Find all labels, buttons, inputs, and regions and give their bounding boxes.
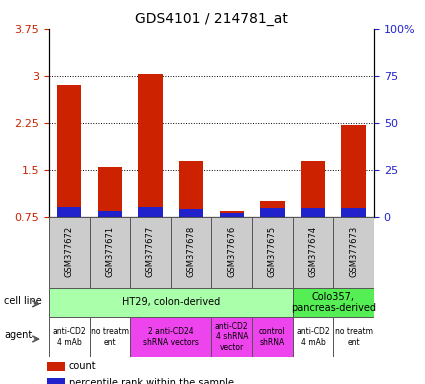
Bar — [57, 207, 81, 217]
Text: GSM377677: GSM377677 — [146, 225, 155, 277]
Bar — [211, 317, 252, 357]
Bar — [47, 362, 65, 371]
Bar — [90, 317, 130, 357]
Bar — [301, 161, 325, 217]
Bar — [98, 167, 122, 217]
Text: GSM377675: GSM377675 — [268, 225, 277, 276]
Text: GSM377673: GSM377673 — [349, 225, 358, 277]
Bar — [49, 317, 90, 357]
Bar — [252, 217, 293, 288]
Bar — [49, 217, 90, 288]
Bar — [130, 317, 211, 357]
Text: anti-CD2
4 mAb: anti-CD2 4 mAb — [296, 327, 330, 347]
Text: control
shRNA: control shRNA — [259, 327, 286, 347]
Bar — [171, 217, 211, 288]
Text: cell line: cell line — [4, 296, 42, 306]
Bar — [98, 211, 122, 217]
Text: anti-CD2
4 mAb: anti-CD2 4 mAb — [52, 327, 86, 347]
Text: no treatm
ent: no treatm ent — [334, 327, 373, 347]
Text: count: count — [69, 361, 96, 371]
Bar — [220, 213, 244, 217]
Bar — [341, 208, 366, 217]
Text: anti-CD2
4 shRNA
vector: anti-CD2 4 shRNA vector — [215, 322, 249, 352]
Bar — [333, 317, 374, 357]
Bar — [260, 201, 285, 217]
Bar — [252, 317, 293, 357]
Bar — [211, 217, 252, 288]
Bar — [293, 217, 333, 288]
Text: HT29, colon-derived: HT29, colon-derived — [122, 297, 220, 308]
Text: GSM377671: GSM377671 — [105, 225, 114, 276]
Title: GDS4101 / 214781_at: GDS4101 / 214781_at — [135, 12, 288, 26]
Text: no treatm
ent: no treatm ent — [91, 327, 129, 347]
Bar — [293, 317, 333, 357]
Text: agent: agent — [4, 330, 32, 340]
Bar — [130, 217, 171, 288]
Bar — [301, 208, 325, 217]
Text: percentile rank within the sample: percentile rank within the sample — [69, 377, 234, 384]
Bar — [49, 288, 293, 317]
Text: 2 anti-CD24
shRNA vectors: 2 anti-CD24 shRNA vectors — [143, 327, 199, 347]
Bar — [220, 211, 244, 217]
Bar — [293, 288, 374, 317]
Text: GSM377674: GSM377674 — [309, 225, 317, 276]
Bar — [179, 209, 203, 217]
Text: GSM377672: GSM377672 — [65, 225, 74, 276]
Bar — [138, 74, 163, 217]
Bar — [90, 217, 130, 288]
Bar — [138, 207, 163, 217]
Text: GSM377678: GSM377678 — [187, 225, 196, 277]
Bar — [47, 378, 65, 384]
Bar — [341, 125, 366, 217]
Bar — [260, 208, 285, 217]
Bar — [57, 85, 81, 217]
Bar — [333, 217, 374, 288]
Text: Colo357,
pancreas-derived: Colo357, pancreas-derived — [291, 291, 376, 313]
Bar — [179, 161, 203, 217]
Text: GSM377676: GSM377676 — [227, 225, 236, 277]
